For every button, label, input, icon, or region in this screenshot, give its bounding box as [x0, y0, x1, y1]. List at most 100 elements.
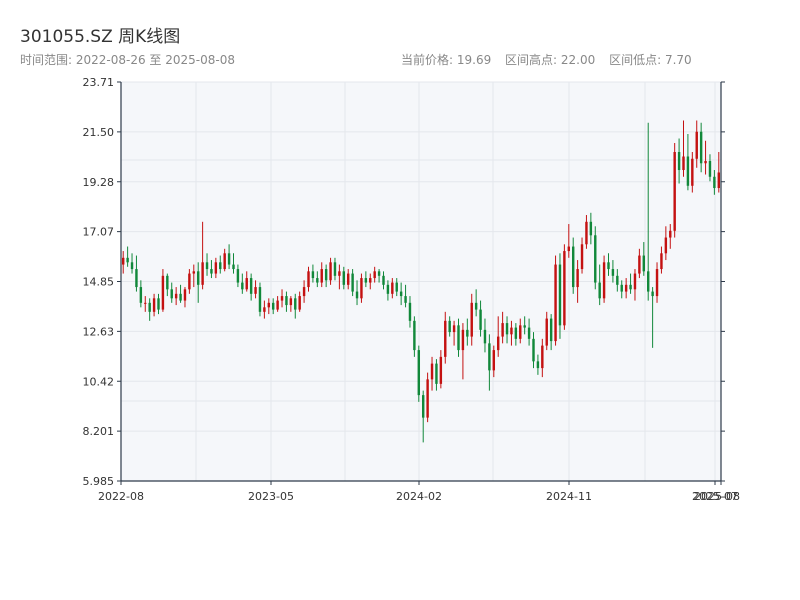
candle-body	[695, 131, 698, 159]
candle-body	[501, 323, 504, 337]
candle-body	[554, 264, 557, 342]
candle-body	[192, 271, 196, 274]
candle-body	[655, 269, 659, 297]
x-tick-label: 2025-07	[692, 490, 738, 503]
candle	[342, 266, 346, 290]
candle	[510, 320, 513, 346]
candle-body	[152, 298, 156, 312]
candle	[263, 300, 266, 319]
candle	[126, 246, 129, 267]
candle-body	[505, 323, 509, 335]
candle	[170, 282, 173, 303]
y-tick-label: 23.71	[83, 76, 115, 89]
candle-body	[452, 325, 456, 333]
candle	[629, 273, 632, 294]
candle	[130, 253, 134, 274]
candle	[466, 318, 469, 346]
candle-body	[404, 296, 407, 303]
candle-body	[430, 363, 434, 380]
candle-body	[580, 244, 584, 270]
candle-body	[479, 309, 482, 330]
candle-body	[545, 318, 548, 346]
candle-body	[660, 253, 663, 270]
candle-body	[236, 269, 240, 283]
candle-body	[280, 296, 284, 301]
y-tick-label: 5.985	[83, 475, 115, 488]
candle-body	[294, 298, 297, 310]
candle	[223, 248, 226, 272]
candle-body	[704, 161, 707, 164]
candle-body	[174, 293, 178, 299]
candle	[227, 244, 231, 270]
candle	[152, 293, 156, 317]
candle-body	[673, 152, 676, 231]
candle-body	[474, 302, 478, 310]
price-stats: 当前价格: 19.69 区间高点: 22.00 区间低点: 7.70	[401, 51, 702, 68]
candle	[501, 311, 504, 344]
candle	[523, 316, 526, 335]
date-range-text: 时间范围: 2022-08-26 至 2025-08-08	[20, 53, 235, 67]
candle-body	[527, 327, 531, 339]
candle-body	[408, 302, 412, 321]
candle-body	[567, 246, 571, 252]
candle	[232, 253, 235, 274]
candle-body	[399, 291, 403, 297]
candle	[183, 287, 187, 308]
candle-body	[589, 221, 593, 236]
candle-body	[585, 221, 588, 245]
candle	[505, 316, 509, 344]
candle	[298, 291, 301, 312]
candle-body	[713, 176, 716, 189]
candle	[333, 257, 337, 281]
candle-body	[157, 298, 160, 310]
candle-body	[126, 257, 129, 263]
candle	[651, 287, 654, 348]
candle	[271, 298, 275, 315]
candle	[699, 122, 703, 173]
candle	[713, 170, 716, 195]
candle	[448, 316, 451, 337]
candle-body	[179, 293, 182, 301]
candle-body	[276, 300, 279, 310]
candle-body	[346, 273, 350, 285]
candle-body	[717, 172, 721, 189]
candle-body	[170, 289, 173, 299]
candle-body	[148, 302, 151, 312]
candle-body	[633, 273, 637, 290]
candle	[461, 323, 465, 380]
candle	[585, 215, 588, 249]
y-tick-label: 8.201	[83, 425, 115, 438]
candles	[121, 120, 721, 443]
candle	[373, 266, 376, 283]
candle	[324, 264, 328, 288]
candle-body	[377, 271, 381, 276]
candle-body	[664, 237, 668, 254]
candle-body	[373, 271, 376, 279]
grid-lines	[120, 81, 722, 482]
candle	[677, 138, 681, 184]
range-low-text: 区间低点: 7.70	[609, 53, 692, 67]
y-tick-label: 21.50	[83, 126, 115, 139]
candle	[602, 255, 606, 303]
candle-body	[316, 278, 319, 283]
candle-body	[369, 278, 372, 283]
candle	[430, 356, 434, 391]
x-tick-label: 2022-08	[98, 490, 144, 503]
candle-body	[139, 287, 143, 303]
candle	[166, 273, 169, 297]
candle	[254, 280, 257, 299]
candle	[483, 318, 487, 353]
candle	[258, 282, 262, 317]
candle	[717, 152, 721, 193]
candle	[188, 269, 191, 294]
candle	[514, 323, 518, 346]
candle	[474, 289, 478, 317]
candle	[311, 264, 315, 283]
candle	[236, 264, 240, 288]
candle	[598, 264, 601, 306]
candle-body	[351, 273, 354, 292]
candle-body	[135, 269, 138, 288]
candle-body	[267, 302, 271, 308]
candle-body	[466, 329, 469, 337]
candle	[267, 298, 271, 315]
